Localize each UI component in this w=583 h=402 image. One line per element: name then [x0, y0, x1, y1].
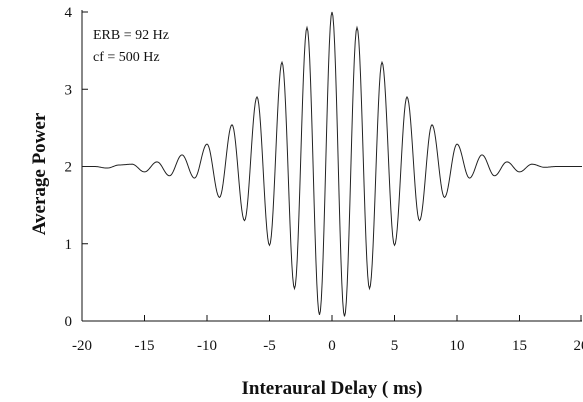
series-line — [82, 11, 582, 317]
y-tick-label: 0 — [65, 314, 73, 330]
x-tick-label: 0 — [328, 338, 336, 354]
y-tick-label: 2 — [65, 160, 73, 176]
annotation-erb: ERB = 92 Hz — [93, 28, 169, 43]
annotation-cf: cf = 500 Hz — [93, 50, 160, 65]
y-tick-label: 3 — [65, 82, 73, 98]
x-tick-label: -15 — [135, 338, 155, 354]
y-axis-title: Average Power — [29, 112, 50, 235]
x-axis-title: Interaural Delay ( ms) — [242, 378, 423, 399]
tick-labels: 0 1 2 3 4 -20 -15 -10 -5 0 5 10 15 20 — [65, 5, 583, 354]
x-tick-label: -20 — [72, 338, 92, 354]
x-tick-label: 5 — [391, 338, 399, 354]
x-tick-label: 10 — [450, 338, 465, 354]
y-tick-label: 4 — [65, 5, 73, 21]
x-tick-label: -5 — [263, 338, 276, 354]
x-tick-label: -10 — [197, 338, 217, 354]
y-tick-label: 1 — [65, 237, 73, 253]
x-tick-label: 20 — [574, 338, 583, 354]
x-tick-label: 15 — [512, 338, 527, 354]
